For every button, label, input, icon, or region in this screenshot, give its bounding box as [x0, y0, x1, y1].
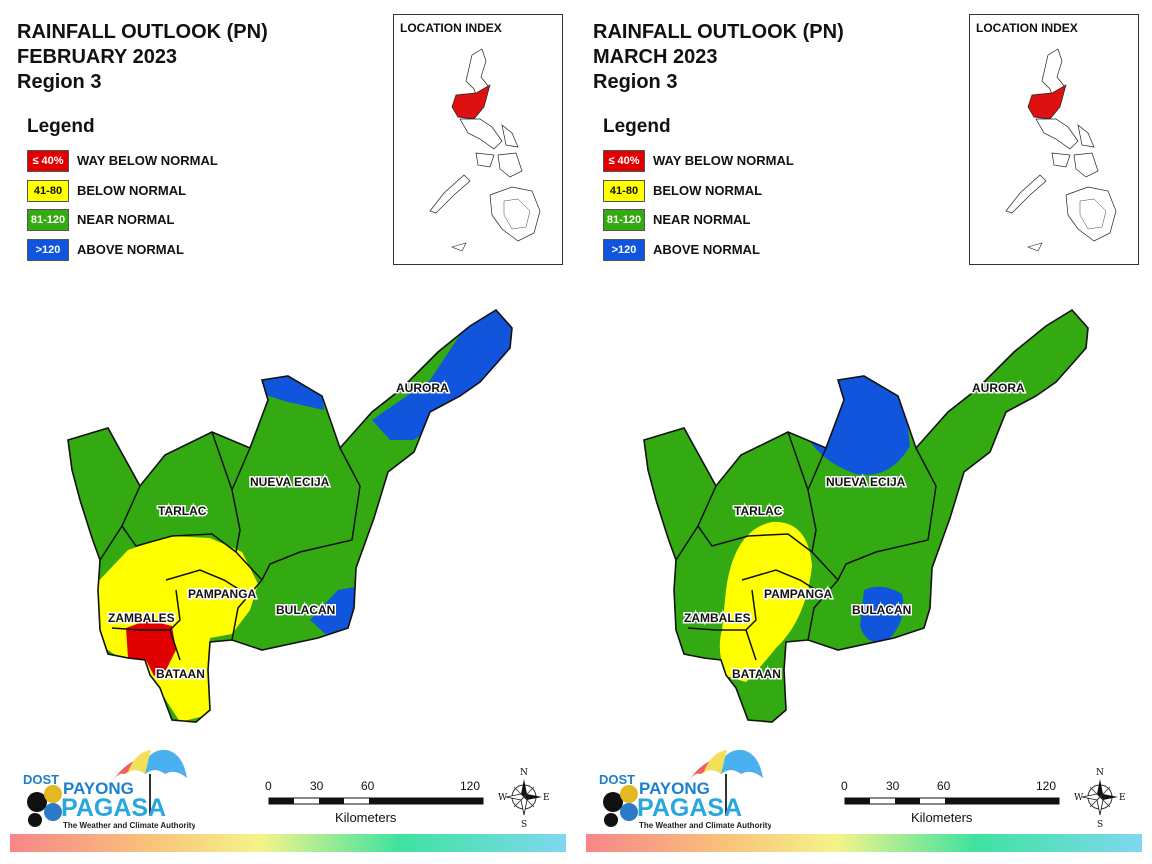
scale-bar: 0 30 60 120 Kilometers [841, 779, 1060, 825]
pagasa-logo: DOST PAYONG PAGASA The Weather and Clima… [599, 749, 771, 830]
scale-unit-label: Kilometers [335, 810, 397, 825]
province-label-tarlac: TARLAC [158, 504, 207, 518]
map-title: RAINFALL OUTLOOK (PN) FEBRUARY 2023 Regi… [17, 20, 268, 95]
legend-label: ABOVE NORMAL [77, 242, 184, 257]
below-normal-zone [92, 536, 258, 722]
compass-e: E [1119, 793, 1126, 803]
pagasa-logo: DOST PAYONG PAGASA The Weather and Clima… [23, 749, 195, 830]
logo-pagasa-text: PAGASA [61, 794, 166, 822]
legend-swatch: ≤ 40% [603, 150, 645, 172]
province-label-aurora: AURORA [396, 381, 449, 395]
title-line-1: RAINFALL OUTLOOK (PN) [593, 21, 844, 43]
north-arrow-icon: N S E W [1074, 768, 1126, 830]
legend-swatch: 41-80 [603, 180, 645, 202]
outlook-panel-february: RAINFALL OUTLOOK (PN) FEBRUARY 2023 Regi… [10, 14, 566, 852]
compass-w: W [1074, 793, 1084, 803]
legend-label: NEAR NORMAL [77, 212, 175, 227]
province-label-nueva-ecija: NUEVA ECIJA [250, 475, 330, 489]
philippines-outline-map [429, 48, 541, 252]
location-index-title: LOCATION INDEX [976, 21, 1078, 35]
legend-title: Legend [27, 116, 95, 137]
way-below-normal-zone [126, 620, 176, 676]
legend-title: Legend [603, 116, 671, 137]
legend-swatch: 81-120 [27, 209, 69, 231]
legend-label: WAY BELOW NORMAL [653, 153, 794, 168]
region3-rainfall-map: AURORA NUEVA ECIJA TARLAC PAMPANGA BULAC… [67, 308, 513, 723]
scale-tick-30: 30 [310, 779, 324, 793]
title-line-3: Region 3 [17, 71, 102, 93]
legend-label: BELOW NORMAL [77, 183, 187, 198]
logo-payong-text: PAYONG [63, 779, 134, 798]
title-line-2: FEBRUARY 2023 [17, 46, 178, 68]
province-label-zambales: ZAMBALES [684, 611, 751, 625]
legend-swatch: >120 [27, 239, 69, 261]
region3-rainfall-map: AURORA NUEVA ECIJA TARLAC PAMPANGA BULAC… [643, 308, 1089, 723]
north-arrow-icon: N S E W [498, 768, 550, 830]
province-label-nueva-ecija: NUEVA ECIJA [826, 475, 906, 489]
legend-label: BELOW NORMAL [653, 183, 763, 198]
province-label-bataan: BATAAN [732, 667, 781, 681]
legend-label: WAY BELOW NORMAL [77, 153, 218, 168]
location-index-inset: LOCATION INDEX [393, 14, 563, 265]
near-normal-zone [644, 310, 1088, 722]
map-title: RAINFALL OUTLOOK (PN) MARCH 2023 Region … [593, 20, 844, 95]
scale-bar: 0 30 60 120 Kilometers [265, 779, 484, 825]
province-label-pampanga: PAMPANGA [188, 587, 257, 601]
compass-e: E [543, 793, 550, 803]
province-label-tarlac: TARLAC [734, 504, 783, 518]
logo-payong-text: PAYONG [639, 779, 710, 798]
compass-s: S [521, 820, 527, 830]
title-line-3: Region 3 [593, 71, 678, 93]
title-line-2: MARCH 2023 [593, 46, 718, 68]
scale-tick-120: 120 [1036, 779, 1056, 793]
legend-swatch: ≤ 40% [27, 150, 69, 172]
scale-tick-60: 60 [361, 779, 375, 793]
scale-tick-60: 60 [937, 779, 951, 793]
location-index-inset: LOCATION INDEX [969, 14, 1139, 265]
province-label-zambales: ZAMBALES [108, 611, 175, 625]
legend-swatch: 81-120 [603, 209, 645, 231]
logo-pagasa-text: PAGASA [637, 794, 742, 822]
scale-tick-0: 0 [265, 779, 272, 793]
province-label-bulacan: BULACAN [276, 603, 335, 617]
location-index-title: LOCATION INDEX [400, 21, 502, 35]
legend-swatch: >120 [603, 239, 645, 261]
legend-label: ABOVE NORMAL [653, 242, 760, 257]
logo-dost-text: DOST [599, 772, 635, 787]
logo-tagline: The Weather and Climate Authority [63, 821, 195, 830]
legend-label: NEAR NORMAL [653, 212, 751, 227]
title-line-1: RAINFALL OUTLOOK (PN) [17, 21, 268, 43]
below-normal-zone [719, 521, 812, 682]
footer-color-bar [10, 834, 566, 852]
region-outline [67, 308, 513, 723]
logo-dost-text: DOST [23, 772, 59, 787]
province-boundaries [675, 431, 937, 661]
outlook-panel-march: RAINFALL OUTLOOK (PN) MARCH 2023 Region … [576, 0, 1152, 864]
compass-n: N [520, 768, 528, 778]
compass-n: N [1096, 768, 1104, 778]
scale-tick-120: 120 [460, 779, 480, 793]
province-boundaries [99, 431, 361, 661]
compass-w: W [498, 793, 508, 803]
region-outline [643, 308, 1089, 723]
scale-unit-label: Kilometers [911, 810, 973, 825]
above-normal-zone [860, 586, 904, 643]
compass-s: S [1097, 820, 1103, 830]
footer-color-bar [586, 834, 1142, 852]
above-normal-zone [372, 310, 512, 440]
province-label-bulacan: BULACAN [852, 603, 911, 617]
philippines-outline-map [1005, 48, 1117, 252]
province-label-bataan: BATAAN [156, 667, 205, 681]
legend-swatch: 41-80 [27, 180, 69, 202]
scale-tick-30: 30 [886, 779, 900, 793]
province-label-aurora: AURORA [972, 381, 1025, 395]
logo-tagline: The Weather and Climate Authority [639, 821, 771, 830]
scale-tick-0: 0 [841, 779, 848, 793]
province-label-pampanga: PAMPANGA [764, 587, 833, 601]
